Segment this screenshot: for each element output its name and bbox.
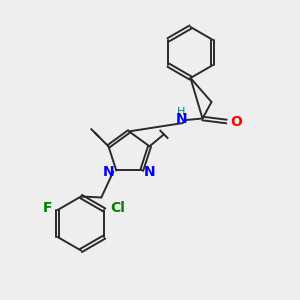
Text: N: N: [144, 165, 156, 179]
Text: O: O: [230, 115, 242, 128]
Text: F: F: [43, 202, 52, 215]
Text: H: H: [176, 107, 185, 117]
Text: N: N: [102, 165, 114, 179]
Text: Cl: Cl: [110, 202, 125, 215]
Text: N: N: [176, 112, 187, 126]
